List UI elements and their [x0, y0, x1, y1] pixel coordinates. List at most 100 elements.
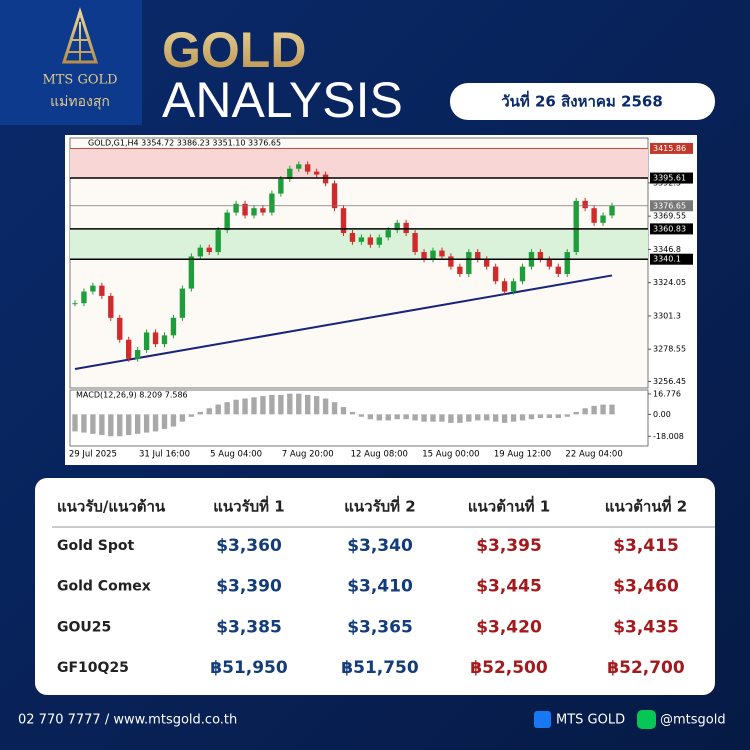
line-icon — [637, 710, 656, 729]
candle — [251, 208, 257, 216]
macd-bar — [134, 414, 141, 434]
candle — [412, 233, 418, 253]
table-value: ฿51,950 — [210, 658, 288, 678]
macd-bar — [555, 414, 561, 418]
macd-bar — [322, 398, 329, 415]
candle — [591, 208, 597, 223]
candle — [519, 266, 526, 282]
candle — [134, 349, 141, 359]
candle — [99, 285, 105, 296]
facebook-icon — [534, 711, 551, 728]
date: วันที่ 26 สิงหาคม 2568 — [501, 91, 663, 111]
macd-bar — [484, 414, 490, 421]
candle — [555, 266, 561, 274]
level-label: 3360.83 — [653, 224, 686, 233]
candle — [90, 285, 96, 292]
macd-bar — [376, 414, 382, 421]
level-label: 3395.61 — [653, 174, 686, 183]
table-header: แนวรับที่ 2 — [344, 496, 415, 516]
logo-icon-detail — [68, 22, 92, 62]
table-value: $3,365 — [347, 617, 413, 637]
table-value: $3,420 — [476, 617, 542, 637]
candle — [161, 335, 168, 345]
footer-line: @mtsgold — [660, 713, 726, 728]
table-row-label: Gold Spot — [57, 538, 135, 554]
candle — [215, 230, 221, 253]
logo-name: MTS GOLD — [42, 73, 117, 88]
chart-title: GOLD,G1,H4 3354.72 3386.23 3351.10 3376.… — [88, 139, 281, 148]
y-tick-label: 3369.55 — [653, 212, 686, 221]
macd-bar — [546, 414, 553, 418]
macd-bar — [412, 414, 418, 421]
title-gold: GOLD — [162, 22, 306, 78]
macd-bar — [99, 414, 105, 436]
macd-bar — [197, 411, 203, 415]
table-header: แนวต้านที่ 2 — [605, 496, 687, 516]
macd-bar — [421, 414, 427, 422]
macd-bar — [278, 394, 284, 415]
candle — [206, 247, 212, 253]
candle — [475, 252, 481, 260]
candle — [448, 256, 454, 267]
table-value: $3,415 — [613, 536, 679, 556]
macd-bar — [224, 402, 230, 415]
candle — [170, 317, 177, 336]
zone — [70, 228, 648, 260]
candle — [466, 252, 472, 274]
candle — [582, 200, 588, 209]
macd-bar — [358, 414, 365, 417]
macd-bar — [600, 404, 606, 415]
candle — [376, 237, 382, 245]
table-value: $3,410 — [347, 577, 413, 597]
candle — [403, 222, 409, 234]
level-box — [650, 223, 693, 235]
candle — [197, 247, 203, 257]
macd-tick-label: 16.776 — [653, 389, 681, 398]
candle — [600, 215, 606, 223]
logo-thai: แม่ทองสุก — [50, 94, 110, 110]
footer-facebook: MTS GOLD — [556, 713, 625, 728]
table-panel — [35, 478, 715, 695]
macd-bar — [609, 404, 615, 415]
macd-bar — [475, 414, 481, 421]
candle — [546, 259, 553, 267]
macd-tick-label: 0.00 — [653, 410, 671, 419]
candle — [439, 250, 445, 257]
level-box — [650, 172, 693, 184]
macd-bar — [126, 414, 132, 436]
candle — [394, 222, 400, 231]
macd-bar — [439, 414, 445, 422]
y-tick-label: 3278.55 — [653, 345, 686, 354]
candle — [322, 174, 329, 184]
macd-bar — [403, 414, 409, 420]
macd-bar — [117, 414, 123, 437]
macd-bar — [367, 414, 374, 420]
table-value: $3,385 — [216, 617, 282, 637]
candle — [564, 252, 570, 274]
candle — [126, 339, 132, 359]
candle — [430, 250, 436, 260]
candle — [510, 281, 517, 292]
candle — [188, 256, 195, 289]
candle — [305, 164, 311, 172]
macd-bar — [215, 404, 221, 415]
macd-bar — [331, 402, 338, 415]
macd-bar — [349, 411, 356, 415]
x-tick-label: 31 Jul 16:00 — [139, 450, 190, 460]
macd-bar — [296, 393, 302, 415]
x-tick-label: 12 Aug 08:00 — [351, 450, 408, 460]
macd-bar — [305, 394, 311, 415]
table-value: $3,445 — [476, 577, 542, 597]
date-pill — [450, 83, 715, 120]
candle — [179, 288, 186, 318]
candle — [573, 200, 579, 253]
macd-bar — [233, 399, 239, 415]
x-tick-label: 19 Aug 12:00 — [494, 450, 551, 460]
y-tick-label: 3324.05 — [653, 278, 686, 287]
table-value: $3,360 — [216, 536, 282, 556]
x-tick-label: 15 Aug 00:00 — [422, 450, 479, 460]
macd-bar — [269, 394, 275, 415]
candle — [81, 291, 87, 304]
y-tick-label: 3301.3 — [653, 311, 681, 320]
macd-bar — [170, 414, 177, 427]
